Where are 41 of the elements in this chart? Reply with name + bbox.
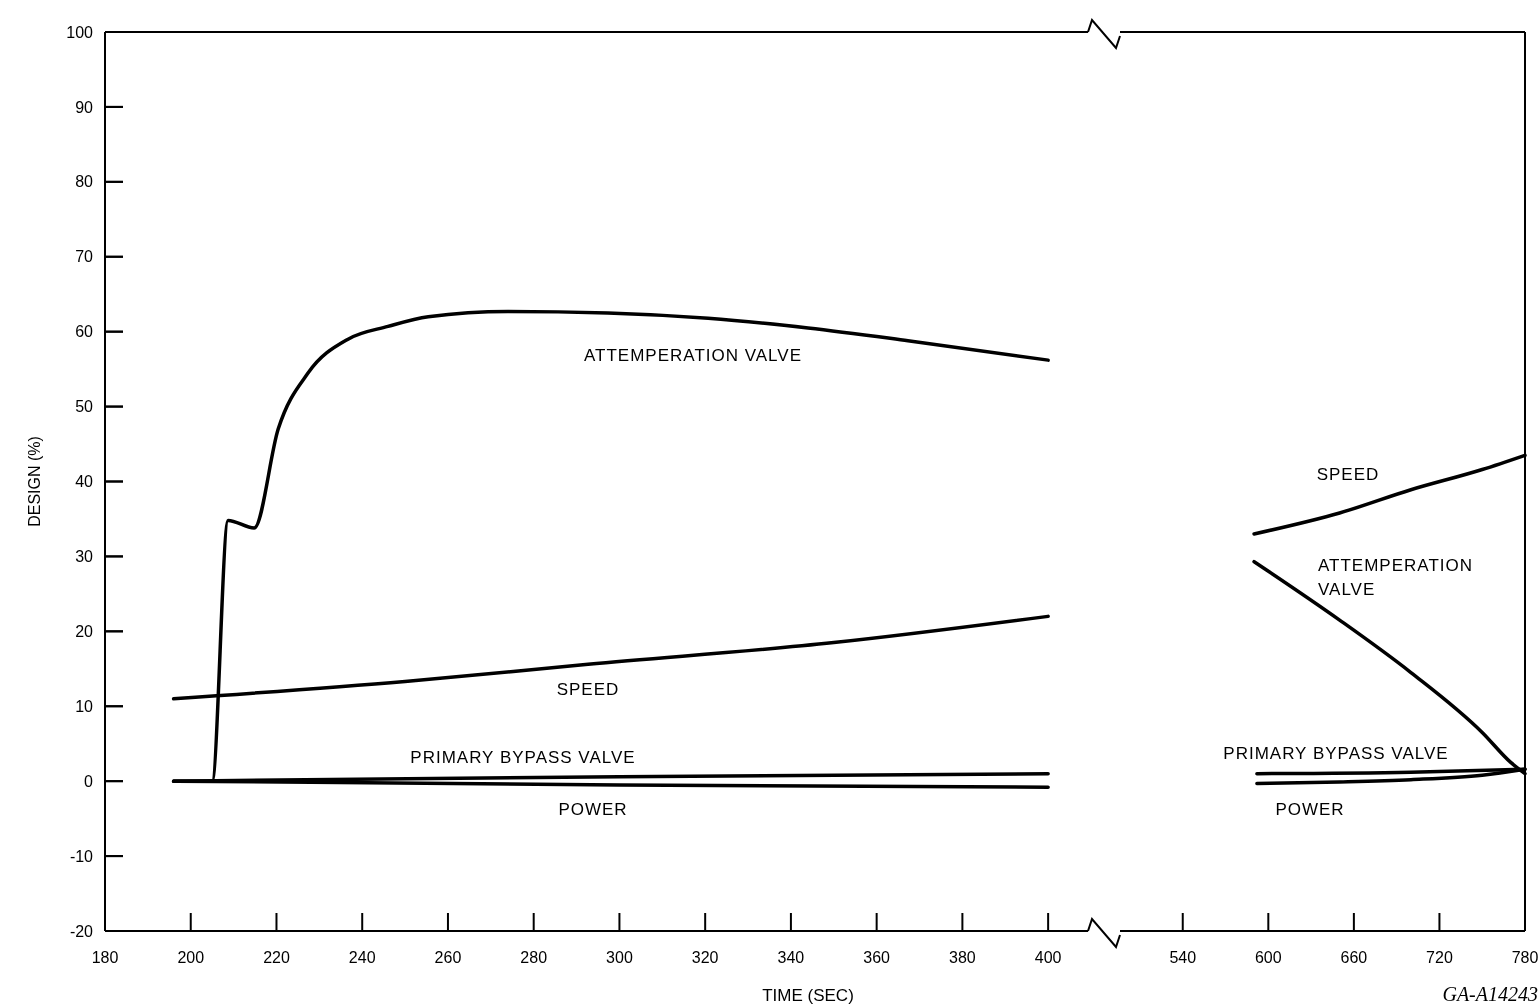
x-tick-label: 200 <box>177 949 205 966</box>
x-tick-label: 720 <box>1426 949 1453 966</box>
x-tick-label: 780 <box>1511 949 1539 966</box>
y-tick-label: 100 <box>66 23 94 41</box>
y-tick-label: 60 <box>75 323 94 341</box>
y-tick-label: 0 <box>84 772 94 790</box>
y-tick-label: 20 <box>75 622 94 640</box>
x-tick-label: 240 <box>348 949 376 966</box>
y-tick-label: 80 <box>75 173 94 191</box>
x-tick-label: 600 <box>1254 949 1282 966</box>
x-tick-label: 540 <box>1169 949 1197 966</box>
y-axis-title: DESIGN (%) <box>26 436 43 527</box>
x-tick-label: 180 <box>91 949 119 966</box>
y-tick-label: -20 <box>69 922 94 940</box>
y-tick-label: 40 <box>75 473 94 491</box>
x-tick-label: 360 <box>863 949 891 966</box>
series-label: PRIMARY BYPASS VALVE <box>1223 744 1449 763</box>
y-tick-label: 10 <box>75 697 94 715</box>
series-label: SPEED <box>556 680 620 699</box>
y-tick-label: 90 <box>75 98 94 116</box>
x-tick-label: 320 <box>691 949 719 966</box>
series-label: PRIMARY BYPASS VALVE <box>410 748 636 767</box>
x-tick-label: 380 <box>949 949 976 966</box>
x-tick-label: 280 <box>520 949 548 966</box>
series-label: POWER <box>558 800 628 819</box>
text: GA-A14243 <box>1442 983 1538 1005</box>
x-tick-label: 260 <box>434 949 462 966</box>
x-tick-label: 340 <box>777 949 805 966</box>
y-tick-label: 30 <box>75 548 94 566</box>
series-label: ATTEMPERATION VALVE <box>1318 556 1473 599</box>
x-axis-title: TIME (SEC) <box>762 986 854 1005</box>
y-tick-label: 50 <box>75 398 94 416</box>
series-label: ATTEMPERATION VALVE <box>584 346 802 365</box>
x-tick-label: 660 <box>1340 949 1368 966</box>
y-tick-label: 70 <box>75 248 94 266</box>
x-tick-label: 300 <box>606 949 633 966</box>
x-tick-label: 220 <box>263 949 290 966</box>
series-label: POWER <box>1275 800 1345 819</box>
series-label: SPEED <box>1316 465 1380 484</box>
y-tick-label: -10 <box>69 847 94 865</box>
x-tick-label: 400 <box>1034 949 1062 966</box>
